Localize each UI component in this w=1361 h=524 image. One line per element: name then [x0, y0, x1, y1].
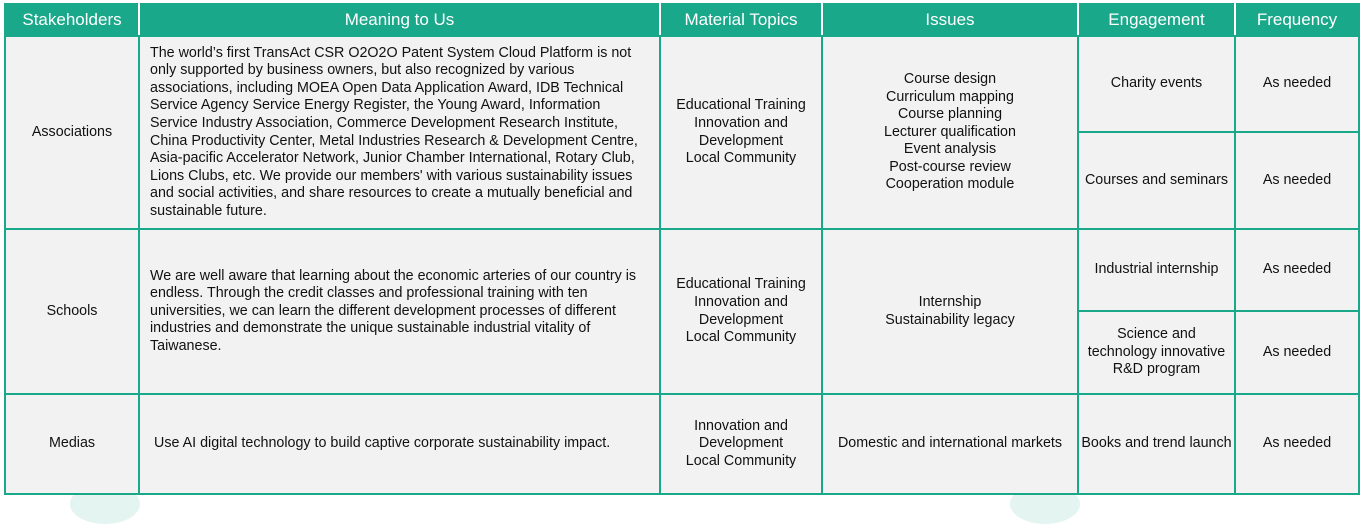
table-row: Schools We are well aware that learning … — [4, 228, 1360, 395]
issue-item: Sustainability legacy — [885, 311, 1015, 328]
issues-cell: Internship Sustainability legacy — [821, 228, 1079, 395]
table-row: Science and technology innovative R&D pr… — [5, 310, 1360, 395]
engagement-cell: Courses and seminars — [1077, 131, 1236, 230]
table-row: Courses and seminars As needed — [5, 131, 1360, 230]
engagement-cell: Books and trend launch — [1077, 393, 1236, 495]
topic-item: Innovation and Development — [694, 293, 788, 328]
meaning-cell: We are well aware that learning about th… — [138, 228, 661, 395]
header-issues: Issues — [821, 3, 1079, 37]
issue-item: Cooperation module — [885, 176, 1015, 193]
engagement-cell: Science and technology innovative R&D pr… — [1077, 310, 1236, 395]
material-topics-cell: Educational Training Innovation and Deve… — [659, 228, 823, 395]
frequency-cell: As needed — [1234, 131, 1360, 230]
frequency-cell: As needed — [1234, 228, 1360, 312]
stakeholder-cell: Associations — [4, 35, 140, 230]
topic-item: Educational Training — [676, 97, 806, 114]
engagement-cell: Charity events — [1077, 35, 1236, 133]
header-stakeholders: Stakeholders — [4, 3, 140, 37]
issue-item: Curriculum mapping — [886, 88, 1014, 105]
header-material-topics: Material Topics — [659, 3, 823, 37]
stakeholder-table: Stakeholders Meaning to Us Material Topi… — [4, 3, 1360, 495]
issues-cell: Domestic and international markets — [821, 393, 1079, 495]
meaning-cell: The world’s first TransAct CSR O2O2O Pat… — [138, 35, 661, 230]
table-row: Associations The world’s first TransAct … — [4, 35, 1360, 230]
topic-item: Local Community — [685, 452, 797, 469]
header-meaning: Meaning to Us — [138, 3, 661, 37]
stakeholder-cell: Medias — [4, 393, 140, 495]
topic-item: Innovation and Development — [694, 417, 788, 452]
topic-item: Local Community — [685, 150, 797, 167]
issues-cell: Course design Curriculum mapping Course … — [821, 35, 1079, 230]
material-topics-cell: Innovation and Development Local Communi… — [659, 393, 823, 495]
table-row: Medias Use AI digital technology to buil… — [4, 393, 1360, 495]
frequency-cell: As needed — [1234, 310, 1360, 395]
topic-item: Innovation and Development — [694, 114, 788, 149]
issue-item: Course design — [903, 70, 997, 87]
issue-item: Domestic and international markets — [837, 435, 1063, 452]
material-topics-cell: Educational Training Innovation and Deve… — [659, 35, 823, 230]
issue-item: Course planning — [897, 106, 1003, 123]
frequency-cell: As needed — [1234, 35, 1360, 133]
page: Stakeholders Meaning to Us Material Topi… — [4, 3, 1360, 524]
topic-item: Educational Training — [676, 276, 806, 293]
header-engagement: Engagement — [1077, 3, 1236, 37]
meaning-cell: Use AI digital technology to build capti… — [138, 393, 661, 495]
issue-item: Internship — [918, 293, 982, 310]
stakeholder-cell: Schools — [4, 228, 140, 395]
header-frequency: Frequency — [1234, 3, 1360, 37]
frequency-cell: As needed — [1234, 393, 1360, 495]
issue-item: Event analysis — [903, 141, 997, 158]
header-row: Stakeholders Meaning to Us Material Topi… — [4, 3, 1360, 37]
topic-item: Local Community — [685, 329, 797, 346]
engagement-cell: Industrial internship — [1077, 228, 1236, 312]
issue-item: Post-course review — [889, 158, 1011, 175]
issue-item: Lecturer qualification — [884, 123, 1016, 140]
